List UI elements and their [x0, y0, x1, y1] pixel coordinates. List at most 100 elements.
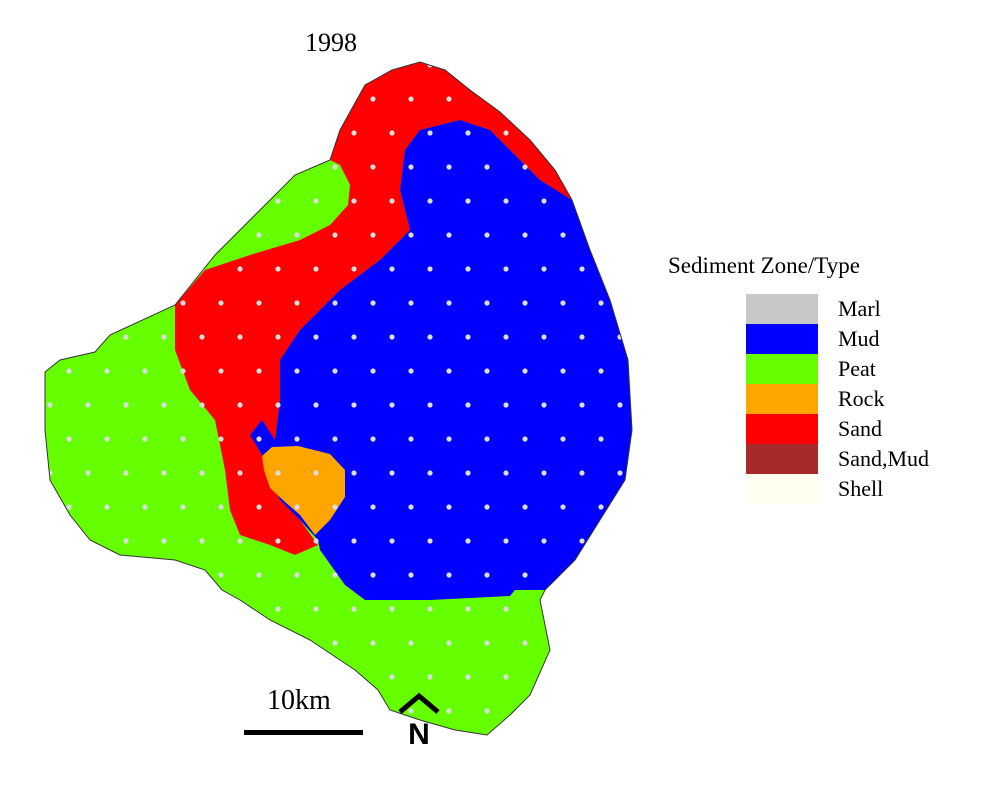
sample-point [446, 436, 452, 442]
legend-title: Sediment Zone/Type [668, 253, 860, 278]
sample-point [104, 368, 110, 374]
sample-point [256, 572, 262, 578]
sample-point [465, 674, 471, 680]
sample-point [104, 572, 110, 578]
sample-point [275, 538, 281, 544]
sample-point [47, 402, 53, 408]
sample-point [142, 640, 148, 646]
sample-point [484, 640, 490, 646]
sample-point [332, 436, 338, 442]
legend-label: Mud [838, 326, 880, 351]
sample-point [199, 62, 205, 68]
sample-point [351, 266, 357, 272]
sample-point [161, 402, 167, 408]
sample-point [389, 334, 395, 340]
sample-point [313, 606, 319, 612]
sample-point [313, 674, 319, 680]
sample-point [446, 368, 452, 374]
sample-point [47, 130, 53, 136]
sample-point [275, 130, 281, 136]
sample-point [332, 96, 338, 102]
sample-point [636, 96, 641, 101]
sample-point [85, 402, 91, 408]
sample-point [541, 674, 547, 680]
sample-point [237, 538, 243, 544]
sample-point [636, 708, 641, 713]
sample-point [541, 266, 547, 272]
sample-point [427, 266, 433, 272]
north-label: N [408, 718, 430, 748]
sample-point [465, 470, 471, 476]
sample-point [237, 402, 243, 408]
sample-point [256, 96, 262, 102]
sample-point [598, 436, 604, 442]
legend-item: Rock [746, 384, 929, 414]
sample-point [560, 708, 566, 714]
sample-point [199, 606, 205, 612]
sample-point [85, 130, 91, 136]
sample-point [484, 232, 490, 238]
sample-point [351, 606, 357, 612]
bay-outline [44, 61, 633, 736]
sample-point [617, 402, 623, 408]
sample-point [617, 470, 623, 476]
sample-point [66, 232, 72, 238]
sample-point [636, 300, 641, 305]
sample-point [161, 334, 167, 340]
legend-item: Marl [746, 294, 929, 324]
sample-point [560, 96, 566, 102]
sample-point [617, 266, 623, 272]
sample-point [294, 572, 300, 578]
sample-point [47, 198, 53, 204]
sample-point [123, 130, 129, 136]
sample-point [237, 266, 243, 272]
sample-point [503, 62, 509, 68]
sample-point [579, 538, 585, 544]
sample-point [123, 674, 129, 680]
legend: Sediment Zone/Type Marl Mud Peat Rock Sand Sa… [668, 253, 929, 504]
sample-point [446, 504, 452, 510]
sample-point [332, 640, 338, 646]
sample-point [47, 62, 53, 68]
sample-point [408, 708, 414, 714]
sample-point [617, 674, 623, 680]
sample-point [199, 470, 205, 476]
sample-point [503, 334, 509, 340]
legend-swatch [746, 474, 818, 504]
sample-point [294, 368, 300, 374]
sample-point [123, 538, 129, 544]
sample-point [370, 368, 376, 374]
sample-point [446, 708, 452, 714]
sample-point [484, 572, 490, 578]
sample-point [636, 232, 641, 237]
sample-point [503, 198, 509, 204]
sample-point [218, 572, 224, 578]
sample-point [560, 368, 566, 374]
sample-point [598, 640, 604, 646]
sample-point [503, 266, 509, 272]
sample-point [332, 164, 338, 170]
sample-point [294, 504, 300, 510]
sample-point [370, 300, 376, 306]
sample-point [408, 232, 414, 238]
sample-point [541, 334, 547, 340]
sample-point [351, 334, 357, 340]
sample-point [541, 62, 547, 68]
sample-point [541, 470, 547, 476]
sample-point [161, 62, 167, 68]
sample-point [579, 266, 585, 272]
sample-point [180, 232, 186, 238]
sample-point [351, 674, 357, 680]
sample-point [237, 606, 243, 612]
sample-point [522, 708, 528, 714]
legend-label: Shell [838, 476, 884, 501]
sample-point [446, 164, 452, 170]
sample-point [313, 334, 319, 340]
sample-point [237, 334, 243, 340]
sample-point [465, 130, 471, 136]
sample-point [598, 164, 604, 170]
sample-point [294, 436, 300, 442]
sample-point [237, 674, 243, 680]
sample-point [161, 266, 167, 272]
